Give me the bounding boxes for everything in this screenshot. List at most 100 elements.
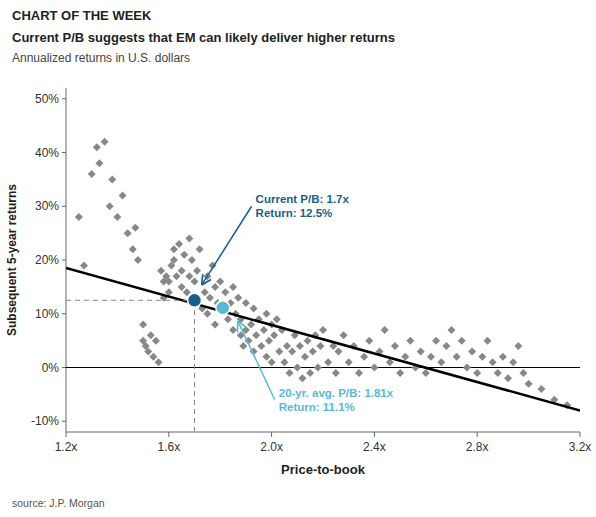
- highlight-point: [188, 293, 202, 307]
- scatter-point: [458, 337, 466, 345]
- scatter-point: [139, 321, 147, 329]
- scatter-point: [504, 374, 512, 382]
- scatter-point: [499, 353, 507, 361]
- x-axis-label: Price-to-book: [281, 462, 366, 477]
- scatter-point: [437, 358, 445, 366]
- scatter-point: [525, 380, 533, 388]
- scatter-point: [178, 283, 186, 291]
- scatter-point: [319, 326, 327, 334]
- scatter-point: [370, 364, 378, 372]
- scatter-point: [514, 342, 522, 350]
- scatter-point: [178, 267, 186, 275]
- scatter-point: [101, 138, 109, 146]
- plot-area: [66, 138, 580, 432]
- scatter-point: [396, 369, 404, 377]
- scatter-point: [309, 347, 317, 355]
- scatter-point: [275, 347, 283, 355]
- scatter-point: [203, 310, 211, 318]
- y-tick: [62, 98, 66, 99]
- scatter-point: [131, 224, 139, 232]
- scatter-point: [293, 364, 301, 372]
- scatter-point: [417, 347, 425, 355]
- scatter-point: [149, 353, 157, 361]
- y-tick: [62, 206, 66, 207]
- title: Current P/B suggests that EM can likely …: [12, 30, 395, 45]
- scatter-point: [283, 342, 291, 350]
- scatter-point: [185, 235, 193, 243]
- x-tick-label: 2.0x: [260, 440, 283, 454]
- scatter-point: [453, 353, 461, 361]
- scatter-point: [270, 331, 278, 339]
- annotation: 20-yr. avg. P/B: 1.81xReturn: 11.1%: [279, 387, 394, 413]
- subtitle: Annualized returns in U.S. dollars: [12, 51, 190, 65]
- scatter-point: [262, 310, 270, 318]
- scatter-point: [360, 353, 368, 361]
- scatter-point: [173, 272, 181, 280]
- scatter-point: [334, 347, 342, 355]
- scatter-point: [75, 213, 83, 221]
- scatter-point: [144, 347, 152, 355]
- x-tick: [477, 432, 478, 437]
- scatter-point: [448, 326, 456, 334]
- scatter-point: [108, 175, 116, 183]
- scatter-point: [268, 358, 276, 366]
- scatter-point: [265, 337, 273, 345]
- scatter-point: [247, 321, 255, 329]
- scatter-point: [537, 385, 545, 393]
- scatter-point: [301, 353, 309, 361]
- scatter-point: [422, 369, 430, 377]
- scatter-point: [80, 261, 88, 269]
- scatter-point: [463, 364, 471, 372]
- scatter-point: [206, 294, 214, 302]
- scatter-point: [365, 337, 373, 345]
- scatter-point: [234, 294, 242, 302]
- scatter-point: [250, 304, 258, 312]
- scatter-point: [157, 267, 165, 275]
- y-tick-label: 40%: [35, 146, 59, 160]
- y-axis-label: Subsequent 5-year returns: [5, 184, 19, 336]
- scatter-point: [509, 358, 517, 366]
- scatter-point: [129, 245, 137, 253]
- scatter-point: [113, 213, 121, 221]
- scatter-point: [88, 170, 96, 178]
- scatter-point: [324, 358, 332, 366]
- scatter-point: [478, 353, 486, 361]
- y-tick-label: 20%: [35, 253, 59, 267]
- scatter-point: [519, 369, 527, 377]
- y-tick: [62, 421, 66, 422]
- scatter-point: [242, 299, 250, 307]
- scatter-point: [124, 229, 132, 237]
- scatter-point: [152, 337, 160, 345]
- x-tick: [374, 432, 375, 437]
- y-tick-label: 10%: [35, 307, 59, 321]
- scatter-point: [260, 326, 268, 334]
- scatter-point: [442, 342, 450, 350]
- scatter-point: [280, 358, 288, 366]
- x-axis-line: [66, 432, 580, 433]
- overline: CHART OF THE WEEK: [12, 8, 152, 23]
- scatter-point: [304, 337, 312, 345]
- scatter-point: [473, 369, 481, 377]
- highlight-point: [216, 301, 230, 315]
- scatter-point: [273, 315, 281, 323]
- scatter-point: [406, 337, 414, 345]
- y-tick: [62, 152, 66, 153]
- y-tick-label: 30%: [35, 199, 59, 213]
- scatter-point: [314, 364, 322, 372]
- scatter-point: [93, 143, 101, 151]
- annotation: Current P/B: 1.7xReturn: 12.5%: [256, 193, 350, 219]
- y-tick: [62, 260, 66, 261]
- scatter-point: [468, 347, 476, 355]
- scatter-point: [427, 353, 435, 361]
- scatter-point: [257, 342, 265, 350]
- scatter-point: [229, 326, 237, 334]
- scatter-point: [193, 267, 201, 275]
- scatter-point: [170, 256, 178, 264]
- scatter-point: [211, 321, 219, 329]
- x-tick-label: 2.4x: [363, 440, 386, 454]
- scatter-point: [211, 283, 219, 291]
- scatter-point: [355, 369, 363, 377]
- chart: CHART OF THE WEEK Current P/B suggests th…: [0, 0, 596, 517]
- scatter-point: [494, 369, 502, 377]
- scatter-point: [340, 331, 348, 339]
